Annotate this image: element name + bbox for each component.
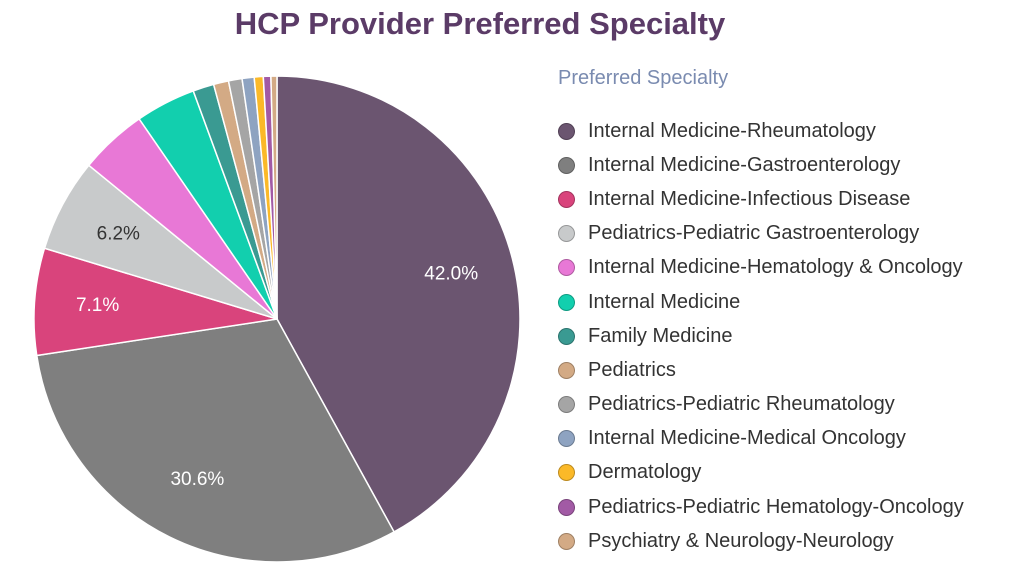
legend-label: Pediatrics	[588, 358, 676, 381]
pie-data-label: 42.0%	[424, 263, 478, 284]
legend-item[interactable]: Pediatrics	[558, 353, 1018, 387]
legend-item[interactable]: Internal Medicine	[558, 285, 1018, 319]
legend-swatch	[558, 190, 575, 208]
legend-swatch	[558, 225, 575, 243]
chart-title: HCP Provider Preferred Specialty	[234, 6, 726, 41]
pie-slices	[33, 75, 521, 563]
legend-item[interactable]: Pediatrics-Pediatric Gastroenterology	[558, 217, 1018, 251]
legend-item[interactable]: Internal Medicine-Rheumatology	[558, 114, 1018, 148]
legend-item[interactable]: Dermatology	[558, 456, 1018, 490]
pie-slice[interactable]	[276, 75, 521, 533]
legend-label: Pediatrics-Pediatric Rheumatology	[588, 393, 895, 416]
legend-item[interactable]: Psychiatry & Neurology-Neurology	[558, 524, 1018, 558]
legend-swatch	[558, 464, 575, 482]
legend-item[interactable]: Internal Medicine-Medical Oncology	[558, 422, 1018, 456]
legend-label: Internal Medicine-Gastroenterology	[588, 153, 901, 176]
pie-chart: 42.0% 30.6% 7.1% 6.2%	[33, 75, 521, 563]
legend-label: Internal Medicine-Infectious Disease	[588, 187, 911, 210]
pie-data-label: 30.6%	[170, 469, 224, 490]
pie-slice[interactable]	[270, 75, 278, 320]
legend-item[interactable]: Internal Medicine-Infectious Disease	[558, 182, 1018, 216]
legend-item[interactable]: Pediatrics-Pediatric Hematology-Oncology	[558, 490, 1018, 524]
pie-data-label: 6.2%	[97, 223, 140, 244]
pie-slice[interactable]	[33, 247, 278, 357]
legend-label: Dermatology	[588, 461, 702, 484]
legend-label: Pediatrics-Pediatric Hematology-Oncology	[588, 495, 964, 518]
legend-swatch	[558, 327, 575, 345]
legend-label: Family Medicine	[588, 324, 733, 347]
legend-swatch	[558, 498, 575, 516]
legend-label: Internal Medicine-Hematology & Oncology	[588, 256, 963, 279]
legend-item[interactable]: Pediatrics-Pediatric Rheumatology	[558, 388, 1018, 422]
legend-swatch	[558, 259, 575, 277]
legend-label: Pediatrics-Pediatric Gastroenterology	[588, 222, 920, 245]
legend-swatch	[558, 293, 575, 311]
legend-label: Internal Medicine	[588, 290, 741, 313]
legend-item[interactable]: Internal Medicine-Gastroenterology	[558, 148, 1018, 182]
legend-label: Internal Medicine-Rheumatology	[588, 119, 876, 142]
legend-swatch	[558, 532, 575, 550]
legend-swatch	[558, 430, 575, 448]
legend-items: Internal Medicine-Rheumatology Internal M…	[558, 114, 1018, 558]
pie-slice[interactable]	[35, 318, 396, 563]
pie-data-labels: 42.0% 30.6% 7.1% 6.2%	[76, 223, 478, 490]
legend-label: Internal Medicine-Medical Oncology	[588, 427, 906, 450]
legend-item[interactable]: Family Medicine	[558, 319, 1018, 353]
legend-swatch	[558, 122, 575, 140]
legend-item[interactable]: Internal Medicine-Hematology & Oncology	[558, 251, 1018, 285]
pie-data-label: 7.1%	[76, 295, 119, 316]
legend-label: Psychiatry & Neurology-Neurology	[588, 529, 894, 552]
legend-swatch	[558, 156, 575, 174]
legend-swatch	[558, 361, 575, 379]
legend: Preferred Specialty Internal Medicine-Rh…	[558, 64, 1018, 558]
legend-swatch	[558, 396, 575, 414]
legend-title: Preferred Specialty	[558, 67, 729, 89]
